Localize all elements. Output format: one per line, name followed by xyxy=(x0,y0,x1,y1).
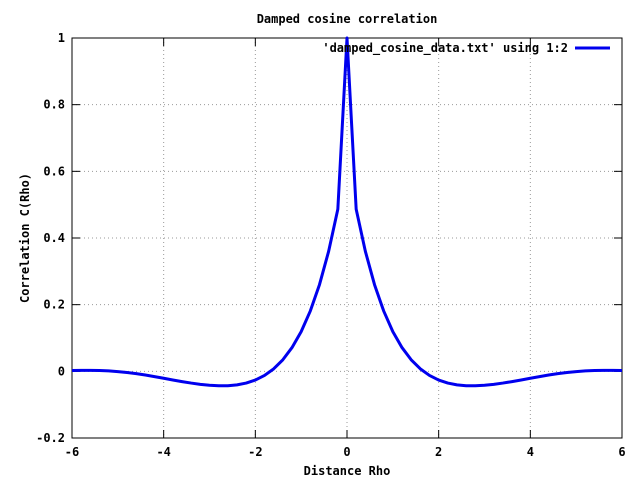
x-tick-label: 6 xyxy=(618,445,625,459)
grid xyxy=(72,38,622,438)
y-tick-label: -0.2 xyxy=(36,431,65,445)
y-tick-label: 0.2 xyxy=(43,298,65,312)
x-tick-label: 2 xyxy=(435,445,442,459)
axis-ticks: -6 -4 -2 0 2 4 6 -0.2 0 0.2 0.4 0.6 0.8 1 xyxy=(36,31,626,459)
chart-title: Damped cosine correlation xyxy=(257,12,438,26)
y-tick-label: 0 xyxy=(58,364,65,378)
y-tick-label: 0.8 xyxy=(43,98,65,112)
x-tick-label: -2 xyxy=(248,445,262,459)
x-tick-label: -4 xyxy=(156,445,170,459)
legend-label: 'damped_cosine_data.txt' using 1:2 xyxy=(322,41,568,56)
y-tick-label: 1 xyxy=(58,31,65,45)
y-tick-label: 0.6 xyxy=(43,164,65,178)
y-tick-label: 0.4 xyxy=(43,231,65,245)
x-tick-label: 4 xyxy=(527,445,534,459)
x-axis-label: Distance Rho xyxy=(304,464,391,478)
x-tick-label: 0 xyxy=(343,445,350,459)
series-layer xyxy=(71,36,623,388)
series-line xyxy=(71,36,623,388)
legend: 'damped_cosine_data.txt' using 1:2 xyxy=(322,41,610,56)
x-tick-label: -6 xyxy=(65,445,79,459)
y-axis-label: Correlation C(Rho) xyxy=(18,173,32,303)
